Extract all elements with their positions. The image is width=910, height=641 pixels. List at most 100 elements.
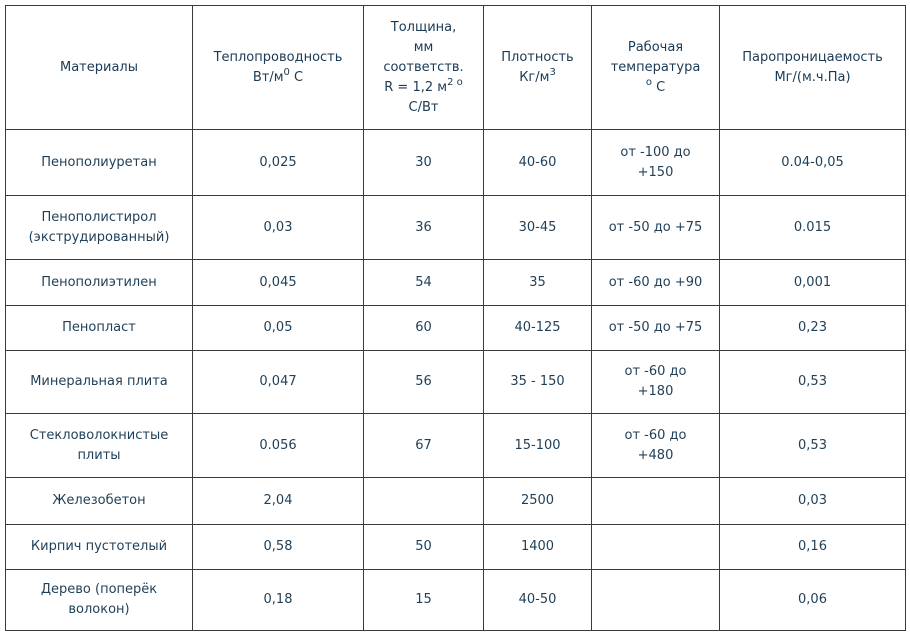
header-conductivity-line1: Теплопроводность bbox=[213, 49, 343, 65]
cell-density-value: 30-45 bbox=[518, 219, 557, 235]
cell-material-line: Стекловолокнистые bbox=[29, 427, 169, 443]
cell-material: Дерево (поперёк волокон) bbox=[5, 569, 193, 631]
cell-thickness: 67 bbox=[363, 413, 484, 478]
cell-density: 40-50 bbox=[483, 569, 592, 631]
table-row: Стекловолокнистые плиты 0.056 67 15-100 от -6… bbox=[5, 413, 906, 478]
cell-conductivity: 0,03 bbox=[192, 195, 364, 260]
cell-conductivity-value: 0,025 bbox=[259, 154, 297, 170]
cell-density-value: 2500 bbox=[520, 493, 555, 508]
cell-temperature-line: от -50 до +75 bbox=[608, 320, 703, 335]
cell-material-line: Пенополиуретан bbox=[41, 154, 157, 170]
cell-material-line: (экструдированный) bbox=[28, 229, 170, 245]
materials-table: Материалы Теплопроводность Вт/м0 С Толщи… bbox=[5, 5, 906, 631]
cell-material-line: Дерево (поперёк bbox=[40, 582, 158, 597]
cell-permeability: 0,53 bbox=[719, 350, 906, 414]
header-materials-label: Материалы bbox=[60, 59, 138, 75]
header-thickness-line4: R = 1,2 м2 o bbox=[384, 76, 463, 95]
table-row: Пенополистирол (экструдированный) 0,03 36 30… bbox=[5, 195, 906, 260]
cell-temperature: от -60 до +480 bbox=[591, 413, 720, 478]
cell-temperature-line: +480 bbox=[637, 447, 674, 463]
header-thickness-line5: С/Вт bbox=[408, 99, 439, 115]
cell-permeability: 0,23 bbox=[719, 305, 906, 351]
cell-density: 40-125 bbox=[483, 305, 592, 351]
cell-thickness: 50 bbox=[363, 524, 484, 570]
cell-material: Пенополиуретан bbox=[5, 129, 193, 196]
table-row: Пенополиэтилен 0,045 54 35 от -60 до +90 0,00… bbox=[5, 259, 906, 306]
cell-permeability-value: 0,03 bbox=[798, 493, 827, 508]
cell-permeability-value: 0,23 bbox=[798, 320, 827, 335]
cell-temperature-line: от -60 до bbox=[624, 427, 687, 443]
cell-permeability: 0.015 bbox=[719, 195, 906, 260]
cell-density: 2500 bbox=[483, 477, 592, 525]
cell-conductivity-value: 0.056 bbox=[259, 437, 297, 453]
header-row: Материалы Теплопроводность Вт/м0 С Толщи… bbox=[5, 5, 906, 130]
cell-material-line: Минеральная плита bbox=[30, 374, 168, 389]
cell-temperature: от -100 до +150 bbox=[591, 129, 720, 196]
header-temperature: Рабочая температура o С bbox=[591, 5, 720, 130]
cell-material: Пенополистирол (экструдированный) bbox=[5, 195, 193, 260]
cell-temperature: от -60 до +180 bbox=[591, 350, 720, 414]
cell-material-line: Пенопласт bbox=[62, 320, 136, 335]
cell-temperature-line: +150 bbox=[637, 164, 674, 180]
cell-temperature-line: от -100 до bbox=[620, 144, 691, 160]
cell-permeability-value: 0,16 bbox=[798, 539, 827, 554]
cell-density: 15-100 bbox=[483, 413, 592, 478]
cell-permeability-value: 0,001 bbox=[793, 274, 832, 290]
header-permeability-line1: Паропроницаемость bbox=[742, 49, 883, 65]
cell-conductivity-value: 0,05 bbox=[263, 320, 293, 335]
cell-temperature-line: от -60 до +90 bbox=[608, 274, 703, 290]
cell-conductivity: 0,047 bbox=[192, 350, 364, 414]
cell-temperature-line: от -60 до bbox=[624, 364, 687, 379]
cell-temperature-line: от -50 до +75 bbox=[608, 219, 703, 235]
header-permeability: Паропроницаемость Мг/(м.ч.Па) bbox=[719, 5, 906, 130]
cell-material: Стекловолокнистые плиты bbox=[5, 413, 193, 478]
cell-temperature bbox=[591, 569, 720, 631]
cell-conductivity: 0,18 bbox=[192, 569, 364, 631]
cell-permeability: 0,001 bbox=[719, 259, 906, 306]
header-density: Плотность Кг/м3 bbox=[483, 5, 592, 130]
cell-thickness: 36 bbox=[363, 195, 484, 260]
cell-permeability: 0,53 bbox=[719, 413, 906, 478]
header-density-unit: Кг/м3 bbox=[519, 66, 556, 85]
cell-material: Кирпич пустотелый bbox=[5, 524, 193, 570]
cell-conductivity-value: 0,045 bbox=[259, 274, 297, 290]
cell-material-line: Пенополиэтилен bbox=[41, 274, 157, 290]
cell-temperature: от -50 до +75 bbox=[591, 195, 720, 260]
cell-material-line: волокон) bbox=[68, 602, 130, 617]
cell-permeability-value: 0,53 bbox=[798, 374, 827, 389]
header-conductivity-unit: Вт/м0 С bbox=[252, 66, 304, 85]
cell-conductivity: 2,04 bbox=[192, 477, 364, 525]
cell-thickness: 60 bbox=[363, 305, 484, 351]
cell-material-line: Кирпич пустотелый bbox=[30, 539, 168, 554]
cell-density-value: 40-50 bbox=[518, 592, 557, 607]
cell-material-line: плиты bbox=[77, 447, 121, 463]
cell-thickness-value: 60 bbox=[415, 320, 432, 335]
cell-thickness-value: 30 bbox=[415, 154, 432, 170]
table-row: Пенопласт 0,05 60 40-125 от -50 до +75 0,23 bbox=[5, 305, 906, 351]
cell-material: Пенопласт bbox=[5, 305, 193, 351]
cell-density-value: 35 bbox=[529, 274, 546, 290]
cell-thickness: 15 bbox=[363, 569, 484, 631]
cell-conductivity: 0,045 bbox=[192, 259, 364, 306]
header-permeability-unit: Мг/(м.ч.Па) bbox=[774, 69, 851, 85]
cell-temperature-line: +180 bbox=[637, 384, 674, 399]
header-thickness: Толщина, мм соответств. R = 1,2 м2 o С/В… bbox=[363, 5, 484, 130]
cell-thickness-value: 56 bbox=[415, 374, 432, 389]
cell-thickness-value: 54 bbox=[415, 274, 432, 290]
cell-conductivity: 0,58 bbox=[192, 524, 364, 570]
cell-thickness bbox=[363, 477, 484, 525]
header-thickness-line2: мм bbox=[413, 39, 434, 55]
header-temperature-unit: o С bbox=[645, 76, 666, 95]
cell-density: 35 - 150 bbox=[483, 350, 592, 414]
cell-permeability: 0,16 bbox=[719, 524, 906, 570]
cell-thickness-value: 67 bbox=[415, 437, 432, 453]
cell-conductivity: 0,05 bbox=[192, 305, 364, 351]
cell-permeability: 0,03 bbox=[719, 477, 906, 525]
cell-permeability-value: 0.04-0,05 bbox=[781, 154, 844, 170]
cell-conductivity-value: 2,04 bbox=[263, 493, 293, 508]
table-row: Пенополиуретан 0,025 30 40-60 от -100 до +150… bbox=[5, 129, 906, 196]
table-row: Железобетон 2,04 2500 0,03 bbox=[5, 477, 906, 525]
header-density-line1: Плотность bbox=[501, 49, 574, 65]
cell-thickness-value: 15 bbox=[415, 592, 432, 607]
cell-permeability-value: 0,06 bbox=[798, 592, 827, 607]
